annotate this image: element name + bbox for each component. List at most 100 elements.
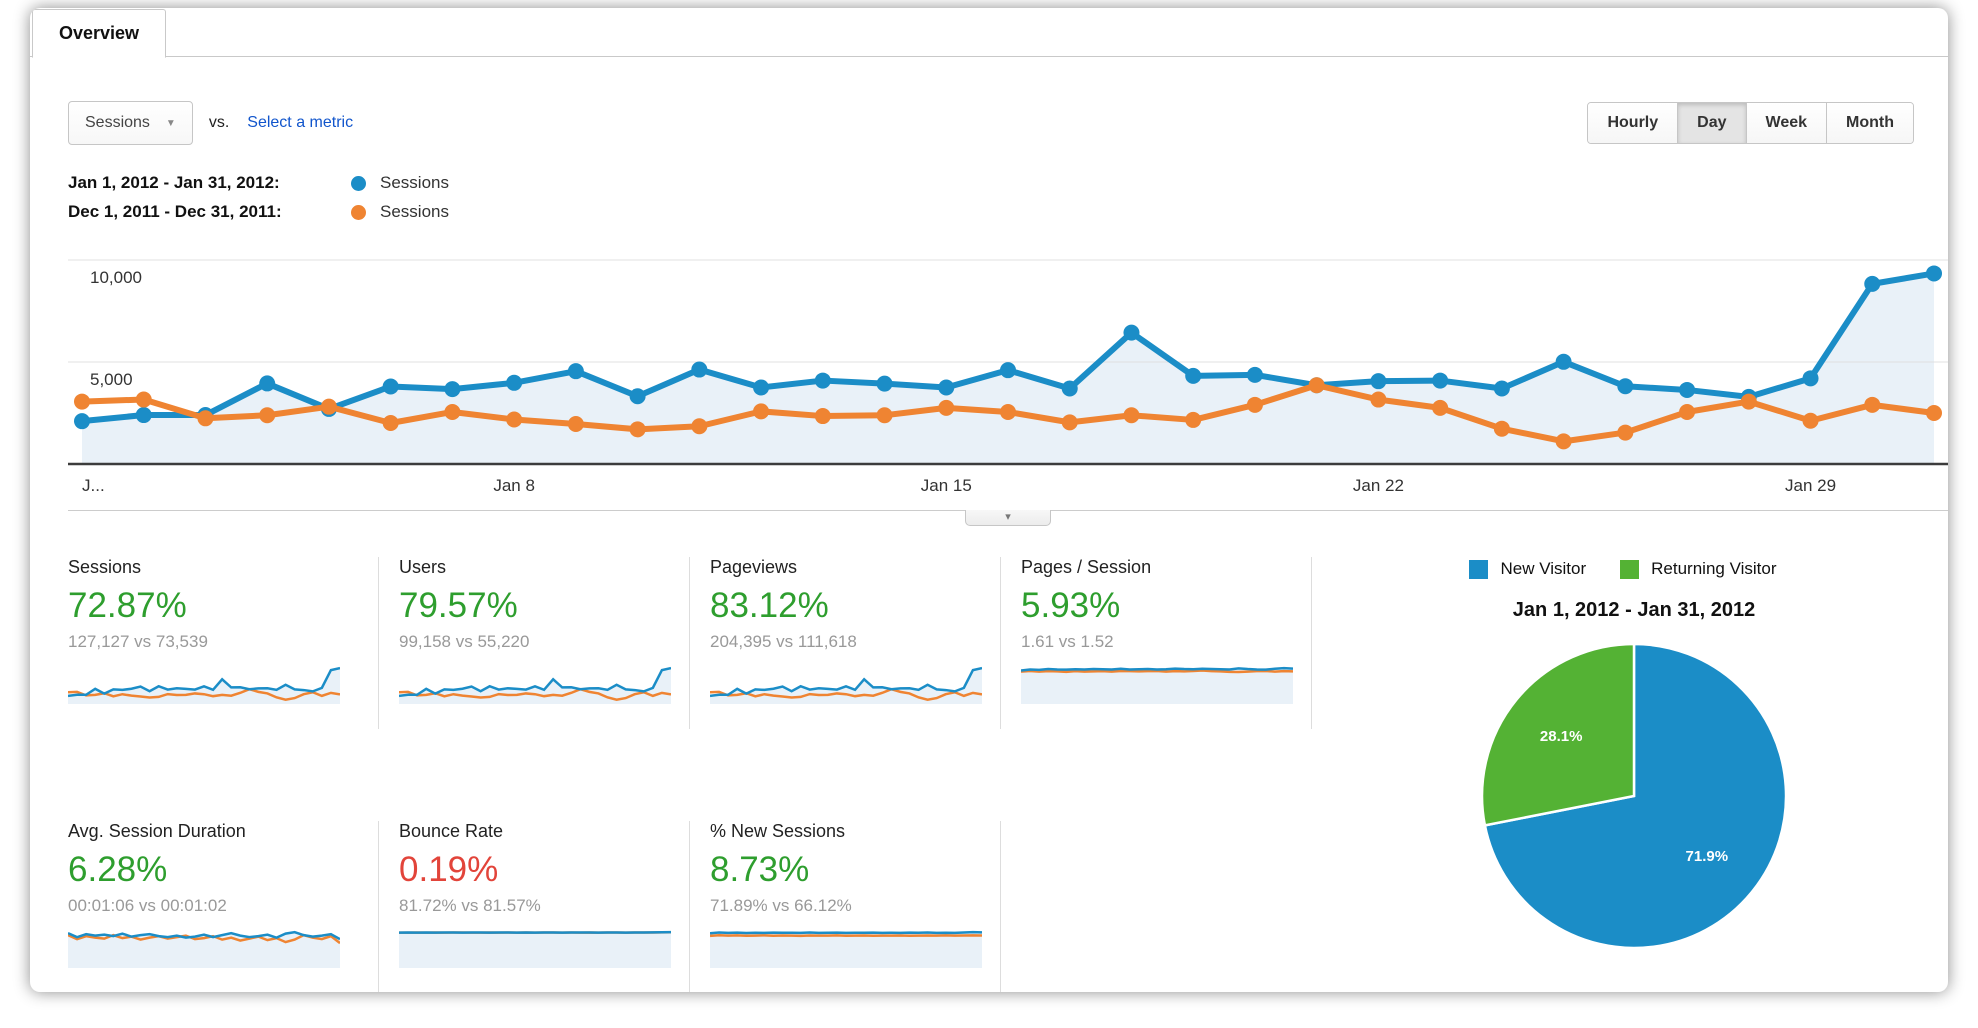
scorecard-grid: Sessions 72.87% 127,127 vs 73,539 Users … — [68, 557, 1312, 992]
pie-slice-label: 28.1% — [1540, 728, 1583, 745]
x-axis-label: Jan 15 — [920, 476, 972, 495]
legend-label-new-visitor: New Visitor — [1500, 559, 1587, 578]
legend-label-returning-visitor: Returning Visitor — [1651, 559, 1777, 578]
vs-label: vs. — [208, 114, 230, 131]
scorecard-avg-session-duration[interactable]: Avg. Session Duration 6.28% 00:01:06 vs … — [68, 821, 379, 992]
scorecard-title: Pages / Session — [1021, 557, 1152, 577]
data-point — [1802, 412, 1819, 429]
pie-title-current-range: Jan 1, 2012 - Jan 31, 2012 — [1512, 599, 1756, 621]
data-point — [753, 379, 770, 396]
scorecard-delta: 83.12% — [710, 586, 829, 625]
pie-slice-label: 71.9% — [1686, 848, 1729, 865]
x-axis-label: Jan 8 — [493, 476, 535, 495]
data-point — [1555, 353, 1572, 370]
data-point — [1246, 396, 1263, 413]
data-point — [1185, 411, 1202, 428]
data-point — [320, 398, 337, 415]
select-metric-link[interactable]: Select a metric — [247, 114, 354, 131]
scorecard-pages-per-session[interactable]: Pages / Session 5.93% 1.61 vs 1.52 — [1001, 557, 1312, 729]
scorecard-pageviews[interactable]: Pageviews 83.12% 204,395 vs 111,618 — [690, 557, 1001, 729]
sparkline-chart — [710, 666, 982, 704]
scorecard-percent-new-sessions[interactable]: % New Sessions 8.73% 71.89% vs 66.12% — [690, 821, 1001, 992]
sparkline-chart — [1021, 666, 1293, 704]
analytics-overview-card: Overview Sessions ▼ vs. Select a metric … — [30, 8, 1948, 992]
pie-slice — [1483, 642, 1788, 950]
data-point — [629, 421, 646, 438]
data-point — [753, 403, 770, 420]
data-point — [1493, 420, 1510, 437]
granularity-month-button[interactable]: Month — [1826, 103, 1913, 143]
data-point — [938, 379, 955, 396]
scorecard-title: Bounce Rate — [399, 821, 504, 841]
data-point — [814, 408, 831, 425]
data-point — [382, 414, 399, 431]
tab-overview[interactable]: Overview — [32, 9, 167, 58]
scorecard-comparison: 00:01:06 vs 00:01:02 — [68, 896, 227, 915]
data-point — [1864, 275, 1881, 292]
metric-select-dropdown[interactable]: Sessions ▼ — [68, 101, 193, 145]
data-point — [1432, 399, 1449, 416]
x-axis-label: Jan 22 — [1352, 476, 1404, 495]
scorecard-comparison: 99,158 vs 55,220 — [399, 632, 530, 651]
x-axis-labels: J... Jan 8 Jan 15 Jan 22 Jan 29 — [68, 476, 1948, 504]
legend-swatch-returning-visitor-icon — [1620, 559, 1640, 579]
tab-overview-label: Overview — [59, 23, 140, 43]
legend-row-previous: Dec 1, 2011 - Dec 31, 2011: Sessions — [68, 202, 1928, 222]
data-point — [1926, 265, 1942, 282]
metric-select-value: Sessions — [85, 114, 150, 131]
scorecard-comparison: 71.89% vs 66.12% — [710, 896, 852, 915]
data-point — [938, 399, 955, 416]
data-point — [629, 388, 646, 405]
data-point — [1123, 407, 1140, 424]
tab-bar: Overview — [30, 8, 1948, 58]
data-point — [1061, 380, 1078, 397]
pie-legend: New Visitor Returning Visitor — [1350, 559, 1918, 579]
series-dot-blue-icon — [351, 175, 366, 191]
main-timeseries-chart: 5,000 10,000 J... Jan 8 Jan 15 Jan 22 Jan 29 … — [68, 236, 1948, 526]
chevron-down-icon: ▼ — [165, 117, 176, 129]
scorecard-title: Pageviews — [710, 557, 798, 577]
pie-slice — [1480, 642, 1636, 827]
pie-title-previous-range: Dec 1, 2011 - Dec 31, 2011 — [1350, 974, 1918, 992]
scorecard-title: Sessions — [68, 557, 142, 577]
granularity-hourly-button[interactable]: Hourly — [1588, 103, 1678, 143]
scorecard-comparison: 81.72% vs 81.57% — [399, 896, 541, 915]
data-point — [691, 418, 708, 435]
scorecard-comparison: 1.61 vs 1.52 — [1021, 632, 1114, 651]
scorecard-delta: 5.93% — [1021, 586, 1121, 625]
data-point — [1061, 414, 1078, 431]
data-point — [1000, 403, 1016, 420]
legend-row-current: Jan 1, 2012 - Jan 31, 2012: Sessions — [68, 173, 1928, 193]
chart-toolbar: Sessions ▼ vs. Select a metric Hourly Da… — [68, 101, 1928, 145]
data-point — [1493, 380, 1510, 397]
data-point — [691, 361, 708, 378]
granularity-day-button[interactable]: Day — [1677, 103, 1746, 143]
chart-legend: Jan 1, 2012 - Jan 31, 2012: Sessions Dec… — [68, 173, 1928, 222]
sessions-line-chart[interactable]: 5,000 10,000 — [68, 236, 1948, 470]
data-point — [1185, 367, 1202, 384]
data-point — [1617, 424, 1634, 441]
granularity-week-button[interactable]: Week — [1745, 103, 1827, 143]
scorecard-title: % New Sessions — [710, 821, 846, 841]
series-dot-orange-icon — [351, 204, 366, 220]
data-point — [382, 378, 399, 395]
data-point — [567, 363, 584, 380]
data-point — [567, 416, 584, 433]
scorecard-delta: 79.57% — [399, 586, 518, 625]
visitor-type-panel: New Visitor Returning Visitor Jan 1, 201… — [1350, 557, 1918, 992]
legend-swatch-new-visitor-icon — [1469, 559, 1489, 579]
scorecard-delta: 6.28% — [68, 850, 168, 889]
data-point — [1123, 324, 1140, 341]
scorecard-delta: 0.19% — [399, 850, 499, 889]
visitor-type-pie-chart[interactable]: 71.9% 28.1% — [1474, 636, 1794, 956]
scorecard-sessions[interactable]: Sessions 72.87% 127,127 vs 73,539 — [68, 557, 379, 729]
scorecard-bounce-rate[interactable]: Bounce Rate 0.19% 81.72% vs 81.57% — [379, 821, 690, 992]
data-point — [1679, 403, 1696, 420]
data-point — [1000, 362, 1016, 379]
data-point — [1802, 370, 1819, 387]
scorecard-users[interactable]: Users 79.57% 99,158 vs 55,220 — [379, 557, 690, 729]
chart-expander-handle[interactable]: ▾ — [965, 510, 1051, 526]
data-point — [74, 393, 90, 410]
scorecard-delta: 8.73% — [710, 850, 810, 889]
data-point — [197, 410, 214, 427]
